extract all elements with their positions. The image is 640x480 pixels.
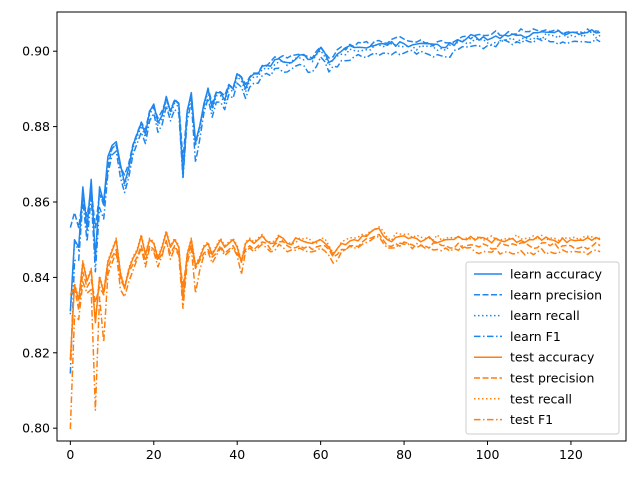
legend-label: test recall <box>510 391 572 406</box>
legend: learn accuracy learn precision learn recal… <box>465 261 620 435</box>
axes-frame <box>56 11 627 442</box>
legend-label: learn F1 <box>510 329 561 344</box>
x-tick-label: 100 <box>476 447 500 462</box>
y-tick-label: 0.86 <box>22 194 50 209</box>
legend-label: learn precision <box>510 287 602 302</box>
legend-label: test F1 <box>510 412 553 427</box>
y-tick-label: 0.90 <box>22 44 50 59</box>
x-tick-label: 60 <box>313 447 329 462</box>
legend-label: learn accuracy <box>510 267 603 282</box>
plot-area <box>69 28 601 429</box>
series-line-test-accuracy <box>69 227 601 361</box>
y-tick-label: 0.84 <box>22 270 50 285</box>
y-tick-label: 0.82 <box>22 345 50 360</box>
x-tick-label: 120 <box>559 447 583 462</box>
x-tick-label: 20 <box>146 447 162 462</box>
series-line-test-precision <box>69 233 601 311</box>
series-line-test-recall <box>69 226 601 359</box>
y-tick-label: 0.88 <box>22 119 50 134</box>
series-line-test-f1 <box>69 235 601 429</box>
legend-box <box>465 261 620 435</box>
x-tick-label: 0 <box>66 447 74 462</box>
legend-label: test accuracy <box>510 350 595 365</box>
series-line-learn-precision <box>69 28 601 229</box>
series-line-learn-f1 <box>69 37 601 374</box>
y-tick-label: 0.80 <box>22 421 50 436</box>
x-tick-label: 80 <box>396 447 412 462</box>
x-tick-label: 40 <box>229 447 245 462</box>
legend-label: learn recall <box>510 308 580 323</box>
axis-ticks: 0 20 40 60 80 100 120 0.80 0.82 0.84 0.86 0.88 0.90 <box>22 44 583 462</box>
legend-label: test precision <box>510 371 594 386</box>
